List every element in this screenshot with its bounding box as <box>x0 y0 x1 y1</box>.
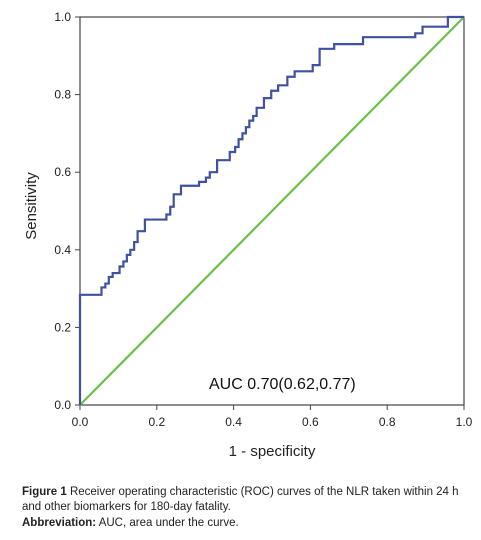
x-tick-label: 0.8 <box>379 415 396 429</box>
roc-chart: 0.0 0.2 0.4 0.6 0.8 1.0 0.0 0.2 0.4 0.6 0.8 1.0 Se… <box>23 10 473 460</box>
x-axis: 0.0 0.2 0.4 0.6 0.8 1.0 <box>72 405 473 429</box>
auc-annotation: AUC 0.70(0.62,0.77) <box>209 376 356 393</box>
reference-diagonal-line <box>79 16 465 406</box>
plot-lines <box>78 15 465 406</box>
x-tick-label: 1.0 <box>456 415 473 429</box>
x-tick-label: 0.4 <box>225 415 242 429</box>
y-axis-label: Sensitivity <box>23 172 40 240</box>
plot-frame <box>79 16 465 406</box>
y-tick-label: 0.4 <box>54 243 71 257</box>
x-tick-label: 0.0 <box>72 415 89 429</box>
x-axis-label: 1 - specificity <box>229 443 316 460</box>
y-tick-label: 0.0 <box>54 398 71 412</box>
abbreviation-text: AUC, area under the curve. <box>98 517 239 529</box>
x-tick-label: 0.6 <box>302 415 319 429</box>
y-tick-label: 0.8 <box>54 88 71 102</box>
y-tick-label: 0.2 <box>54 320 71 334</box>
roc-curve-line <box>78 15 464 405</box>
figure-text: Receiver operating characteristic (ROC) … <box>22 486 459 513</box>
y-tick-label: 1.0 <box>54 10 71 24</box>
abbreviation-label: Abbreviation: <box>22 517 97 529</box>
y-axis: 0.0 0.2 0.4 0.6 0.8 1.0 <box>54 10 80 412</box>
figure-caption: Figure 1 Receiver operating characterist… <box>22 485 477 515</box>
abbreviation-note: Abbreviation: AUC, area under the curve. <box>22 516 477 531</box>
figure-label: Figure 1 <box>22 486 67 498</box>
x-tick-label: 0.2 <box>148 415 165 429</box>
y-tick-label: 0.6 <box>54 165 71 179</box>
